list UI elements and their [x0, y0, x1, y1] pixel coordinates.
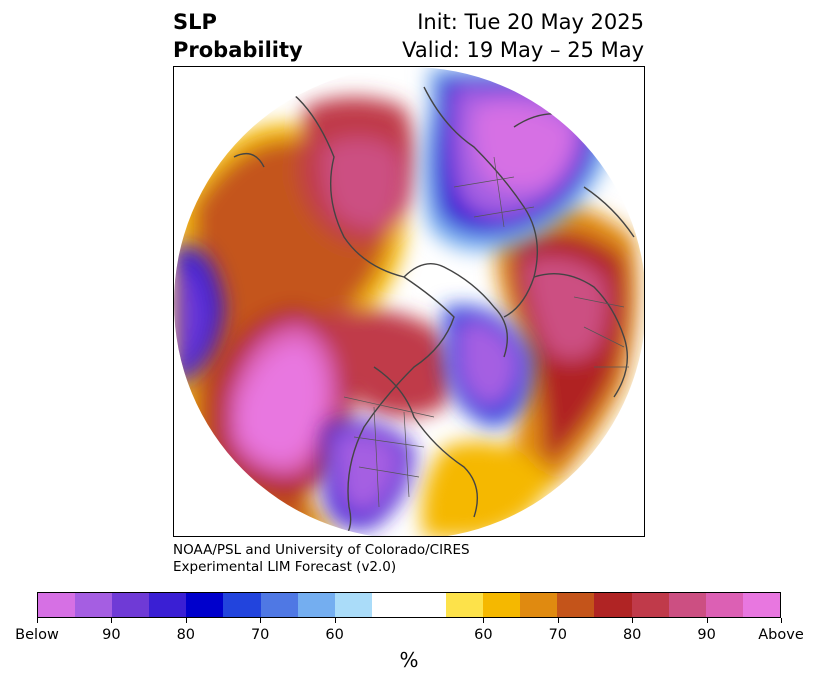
colorbar-tick-label: Below [15, 627, 59, 643]
above-normal-regions [174, 97, 639, 536]
probability-map [174, 67, 644, 536]
colorbar-tick-label: 80 [176, 627, 196, 643]
colorbar-tick-mark [632, 618, 634, 623]
colorbar-unit: % [399, 648, 419, 672]
colorbar-segment [112, 593, 150, 617]
colorbar-tick-mark [260, 618, 262, 623]
credit-org: NOAA/PSL and University of Colorado/CIRE… [173, 542, 470, 558]
colorbar-segment [705, 593, 743, 617]
colorbar-tick-label: 70 [250, 627, 270, 643]
colorbar-segment [557, 593, 595, 617]
colorbar-segment [408, 593, 447, 617]
colorbar-tick-label: 60 [325, 627, 344, 643]
colorbar-tick-label: 60 [474, 627, 493, 643]
colorbar-tick-label: 90 [102, 627, 121, 643]
colorbar-segment [742, 593, 780, 617]
coastlines-lines [233, 86, 635, 536]
credit: NOAA/PSL and University of Colorado/CIRE… [173, 542, 470, 576]
colorbar-tick-mark [334, 618, 336, 623]
colorbar-segment [223, 593, 261, 617]
colorbar-tick-mark [557, 618, 559, 623]
colorbar-tick-label: 90 [697, 627, 716, 643]
colorbar-segment [594, 593, 632, 617]
colorbar-tick-mark [37, 618, 38, 623]
colorbar-segment [334, 593, 372, 617]
title-right: Init: Tue 20 May 2025 Valid: 19 May – 25… [402, 8, 644, 64]
credit-model: Experimental LIM Forecast (v2.0) [173, 559, 397, 575]
colorbar-segment [149, 593, 187, 617]
colorbar-tick-mark [706, 618, 708, 623]
colorbar-tick-mark [483, 618, 485, 623]
colorbar-segment [520, 593, 558, 617]
title-left: SLP Probability [173, 8, 303, 64]
colorbar-segment [186, 593, 224, 617]
colorbar-tick-mark [185, 618, 187, 623]
colorbar-segment [631, 593, 669, 617]
title-quantity: Probability [173, 38, 303, 62]
colorbar-segment [668, 593, 706, 617]
colorbar-segment [75, 593, 113, 617]
colorbar-tick-label: 80 [622, 627, 642, 643]
colorbar-tick-label: Above [758, 627, 804, 643]
colorbar-tick-mark [781, 618, 782, 623]
colorbar-tick-label: 70 [548, 627, 568, 643]
title-variable: SLP [173, 10, 217, 34]
colorbar-segment [446, 593, 484, 617]
colorbar-segment [38, 593, 76, 617]
valid-range: Valid: 19 May – 25 May [402, 38, 644, 62]
colorbar-segment [371, 593, 409, 617]
map-frame [173, 66, 645, 537]
colorbar-segment [483, 593, 521, 617]
colorbar-segment [260, 593, 298, 617]
colorbar-segment [297, 593, 335, 617]
colorbar-tick-mark [111, 618, 113, 623]
colorbar [37, 592, 781, 618]
init-date: Init: Tue 20 May 2025 [417, 10, 644, 34]
borders [343, 156, 629, 508]
